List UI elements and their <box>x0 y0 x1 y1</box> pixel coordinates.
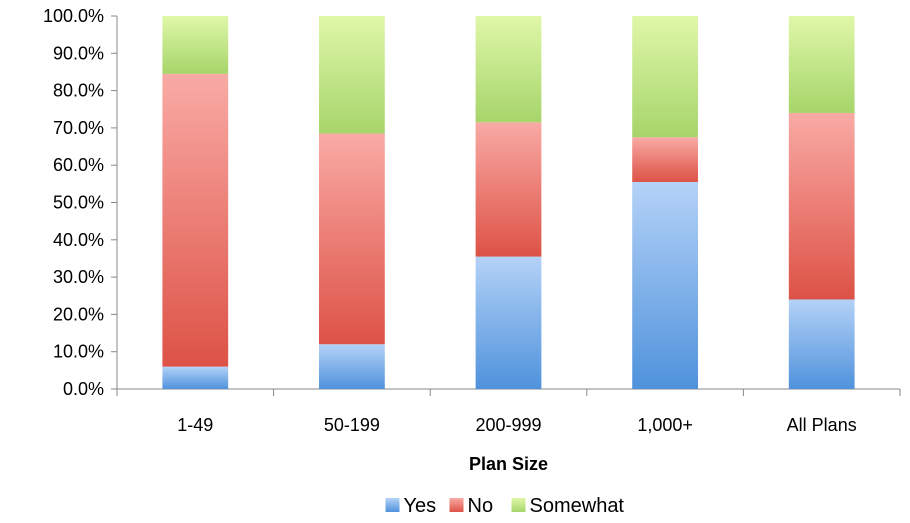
bar-segment-no <box>632 137 698 182</box>
legend-label-no: No <box>468 495 494 517</box>
x-tick-label: 200-999 <box>475 415 541 435</box>
bar-segment-no <box>319 133 385 345</box>
legend-swatch-yes <box>385 498 400 512</box>
legend-label-yes: Yes <box>404 495 437 517</box>
x-axis: 1-49 50-199 200-999 1,000+ All Plans <box>116 388 901 435</box>
y-tick-label: 100.0% <box>43 6 104 26</box>
bar-segment-somewhat <box>319 16 385 134</box>
y-axis: 0.0% 10.0% 20.0% 30.0% 40.0% 50.0% 60.0% 70.0% 8… <box>43 6 118 399</box>
bar-segment-no <box>162 73 229 367</box>
x-tick-label: 1-49 <box>177 415 213 435</box>
bar-segment-no <box>788 112 855 300</box>
y-tick-label: 40.0% <box>53 230 104 250</box>
y-tick-label: 60.0% <box>53 155 104 175</box>
y-tick-label: 30.0% <box>53 267 104 287</box>
legend: Yes No Somewhat <box>385 495 625 517</box>
bars-group <box>162 16 855 389</box>
y-tick-label: 90.0% <box>53 43 104 63</box>
bar-segment-no <box>475 122 542 257</box>
bar-segment-yes <box>475 256 542 389</box>
x-tick-label: 50-199 <box>324 415 380 435</box>
legend-swatch-no <box>449 498 464 512</box>
y-tick-label: 10.0% <box>53 342 104 362</box>
y-tick-label: 20.0% <box>53 304 104 324</box>
y-tick-label: 70.0% <box>53 118 104 138</box>
legend-label-somewhat: Somewhat <box>530 495 625 517</box>
bar-segment-somewhat <box>788 16 855 113</box>
legend-swatch-somewhat <box>511 498 526 512</box>
bar-segment-somewhat <box>632 16 698 138</box>
x-tick-label: 1,000+ <box>637 415 693 435</box>
bar-segment-yes <box>632 181 698 389</box>
bar-segment-yes <box>162 366 229 389</box>
bar-segment-somewhat <box>475 16 542 123</box>
x-tick-label: All Plans <box>787 415 857 435</box>
y-tick-label: 80.0% <box>53 81 104 101</box>
bar-segment-yes <box>788 299 855 389</box>
y-tick-label: 50.0% <box>53 193 104 213</box>
bar-segment-somewhat <box>162 16 229 74</box>
y-tick-label: 0.0% <box>63 379 104 399</box>
bar-segment-yes <box>319 344 385 389</box>
x-axis-title: Plan Size <box>469 454 548 474</box>
